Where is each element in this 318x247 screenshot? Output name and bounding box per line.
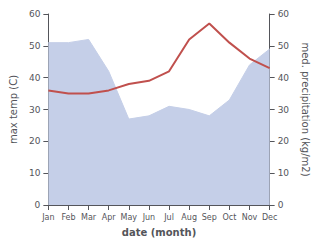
svg-text:60: 60 — [278, 9, 290, 19]
svg-text:40: 40 — [278, 73, 290, 83]
svg-text:max temp (C): max temp (C) — [8, 75, 19, 144]
svg-text:Jun: Jun — [142, 213, 156, 222]
svg-text:Nov: Nov — [242, 213, 258, 222]
svg-text:10: 10 — [278, 168, 290, 178]
svg-text:50: 50 — [278, 41, 290, 51]
svg-text:50: 50 — [29, 41, 41, 51]
svg-text:Feb: Feb — [61, 213, 75, 222]
svg-text:Jan: Jan — [41, 213, 54, 222]
svg-text:0: 0 — [35, 200, 41, 210]
svg-text:30: 30 — [278, 105, 290, 115]
svg-text:10: 10 — [29, 168, 41, 178]
svg-text:Sep: Sep — [202, 213, 217, 222]
svg-text:Apr: Apr — [102, 213, 117, 222]
svg-text:date (month): date (month) — [122, 227, 196, 238]
svg-text:Aug: Aug — [181, 213, 197, 222]
svg-text:20: 20 — [29, 136, 41, 146]
svg-text:Mar: Mar — [81, 213, 97, 222]
svg-text:med. precipitation (kg/m2): med. precipitation (kg/m2) — [300, 42, 311, 176]
svg-text:Oct: Oct — [222, 213, 236, 222]
svg-text:May: May — [121, 213, 138, 222]
svg-text:0: 0 — [278, 200, 284, 210]
svg-text:Dec: Dec — [262, 213, 277, 222]
svg-text:30: 30 — [29, 105, 41, 115]
svg-text:20: 20 — [278, 136, 290, 146]
svg-text:Jul: Jul — [163, 213, 174, 222]
svg-text:40: 40 — [29, 73, 41, 83]
svg-text:60: 60 — [29, 9, 41, 19]
